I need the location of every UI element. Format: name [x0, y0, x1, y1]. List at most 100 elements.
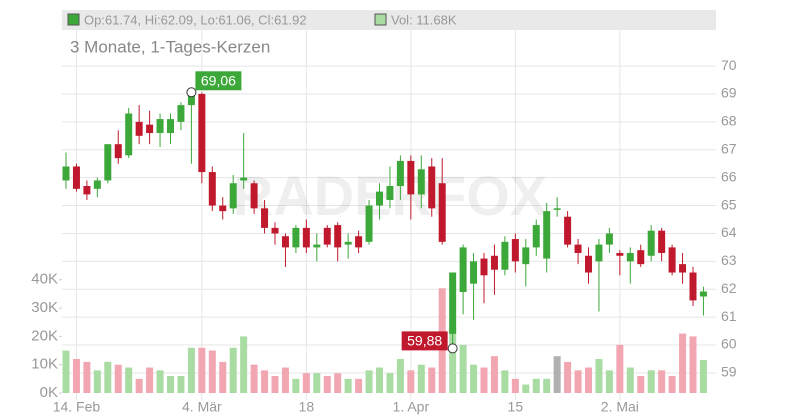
volume-bar: [532, 378, 540, 394]
y-tick-label: 65: [721, 196, 737, 212]
candle-body: [167, 119, 174, 134]
candle-body: [313, 244, 321, 248]
volume-bar: [156, 370, 164, 394]
candle-body: [208, 172, 216, 206]
candle-body: [187, 93, 195, 106]
candle-body: [574, 244, 582, 253]
volume-bar: [459, 344, 467, 394]
extreme-label-box: [401, 331, 448, 351]
volume-bar: [626, 367, 634, 394]
candle-body: [428, 166, 436, 209]
candle-body: [156, 119, 164, 134]
candle-body: [198, 93, 206, 173]
candle-body: [146, 124, 154, 134]
candle-body: [459, 247, 467, 293]
volume-bar: [365, 370, 373, 394]
volume-bar: [699, 359, 707, 394]
x-tick-label: 18: [299, 399, 315, 415]
extreme-marker: [186, 87, 197, 98]
y-tick-label: 68: [721, 113, 737, 129]
volume-bar: [72, 359, 80, 394]
candle-body: [449, 272, 457, 334]
y-tick-label: 66: [721, 168, 737, 184]
candle-body: [585, 255, 592, 273]
candle-body: [668, 247, 676, 273]
volume-bar: [104, 361, 112, 394]
volume-bar: [376, 367, 383, 394]
candle-body: [699, 291, 707, 297]
candle-body: [438, 183, 446, 242]
candle-body: [292, 227, 300, 248]
volume-bar: [229, 347, 237, 394]
candle-body: [522, 247, 530, 265]
candle-body: [104, 144, 112, 181]
volume-bar: [553, 356, 561, 394]
candle-body: [595, 244, 603, 262]
candle-body: [647, 230, 655, 256]
volume-bar: [417, 364, 425, 394]
candle-body: [229, 183, 237, 209]
x-tick-label: 2. Mai: [601, 399, 639, 415]
volume-bar: [480, 367, 488, 394]
volume-bar: [449, 327, 457, 394]
candle-body: [219, 205, 227, 212]
candle-body: [564, 216, 572, 245]
candle-body: [470, 261, 478, 284]
volume-bar: [470, 364, 478, 394]
candle-body: [637, 250, 645, 265]
candle-body: [658, 230, 666, 253]
volume-bar: [250, 364, 258, 394]
volume-bar: [689, 336, 697, 394]
x-tick-label: 14. Feb: [53, 399, 101, 415]
volume-bar: [208, 350, 216, 394]
header-bar: [62, 10, 716, 30]
y2-tick-label: 0K: [40, 384, 58, 401]
candle-body: [376, 191, 383, 206]
candle-body: [417, 169, 425, 195]
candle-body: [271, 227, 279, 234]
candle-body: [480, 258, 488, 276]
extreme-label: 59,88: [407, 333, 442, 349]
y2-tick-label: 20K: [31, 327, 58, 344]
volume-bar: [637, 376, 645, 394]
candle-body: [135, 121, 143, 136]
volume-bar: [323, 376, 331, 394]
y-tick-label: 61: [721, 308, 737, 324]
y-tick-label: 64: [721, 224, 737, 240]
chart-title: 3 Monate, 1-Tages-Kerzen: [70, 37, 270, 56]
volume-bar: [125, 367, 133, 394]
volume-bar: [313, 373, 321, 394]
candle-body: [386, 186, 394, 200]
volume-bar: [386, 373, 394, 394]
volume-bar: [135, 378, 143, 394]
candle-body: [114, 144, 122, 159]
candle-body: [605, 233, 613, 245]
x-tick-label: 4. Mär: [182, 399, 222, 415]
volume-header: Vol: 11.68K: [391, 12, 457, 27]
volume-bar: [219, 361, 227, 394]
extreme-marker: [447, 343, 458, 354]
candle-body: [543, 211, 551, 259]
volume-bar: [344, 378, 352, 394]
volume-bar: [428, 367, 436, 394]
volume-bar: [302, 373, 310, 394]
x-tick-label: 1. Apr: [393, 399, 430, 415]
candle-body: [689, 272, 697, 301]
candle-body: [261, 208, 269, 228]
y-tick-label: 67: [721, 140, 737, 156]
candle-body: [511, 239, 519, 262]
volume-bar: [574, 370, 582, 394]
volume-bar: [679, 333, 687, 394]
volume-bar: [261, 370, 269, 394]
volume-bar: [616, 344, 624, 394]
volume-bar: [281, 367, 289, 394]
candle-body: [93, 180, 101, 189]
price-header: Op:61.74, Hi:62.09, Lo:61.06, Cl:61.92: [84, 12, 307, 27]
volume-bar: [271, 376, 279, 394]
candle-body: [250, 183, 258, 209]
volume-bar: [501, 370, 509, 394]
candle-body: [302, 227, 310, 248]
volume-bar: [146, 367, 154, 394]
